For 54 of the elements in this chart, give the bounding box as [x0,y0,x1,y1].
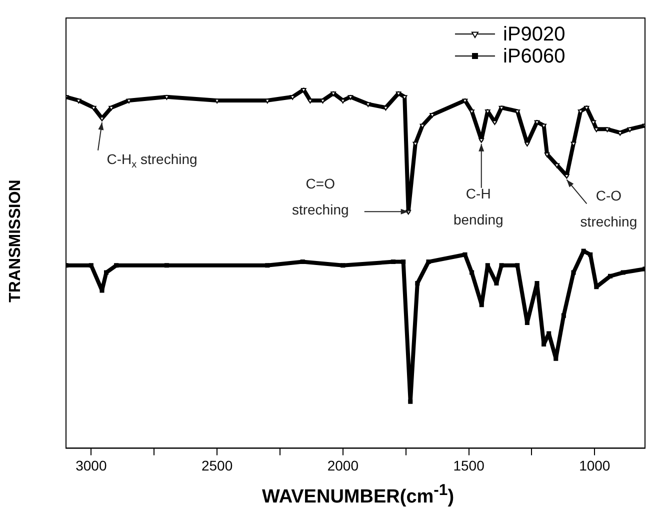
x-tick-label: 1500 [453,457,485,474]
point [330,92,336,96]
point [340,263,346,268]
x-axis-title: WAVENUMBER(cm$^{-1}$) [260,482,456,508]
x-tick-label: 1000 [579,457,610,474]
point [164,263,169,268]
annotation: C-O streching [580,188,638,230]
point [100,288,104,293]
point [499,263,504,268]
point [408,399,413,404]
point [88,263,94,268]
x-tick-label: 2000 [327,457,359,474]
point [114,263,119,268]
point [348,95,354,100]
point [265,263,270,268]
point [401,260,406,264]
point [608,274,613,278]
annotation: C-H bending [453,186,504,228]
annotation: C=O streching [292,175,349,218]
point [544,152,550,158]
point [620,270,626,275]
point [604,127,610,132]
point [561,313,566,318]
legend-label: iP6060 [503,46,566,68]
point [515,263,520,268]
point [594,127,600,132]
point [104,270,109,275]
point [554,356,558,361]
point [542,342,546,347]
point [396,92,402,96]
point [571,270,576,275]
x-tick-label: 2500 [201,457,233,474]
point [470,270,474,275]
legend-label: iP9020 [503,24,566,46]
point [494,281,499,286]
point [534,281,540,286]
point [164,95,170,100]
point [492,120,498,125]
point [462,98,468,104]
point [524,142,530,146]
point [300,88,306,93]
point [594,284,599,290]
point [415,281,420,286]
point [524,320,530,325]
point [300,260,305,264]
x-tick-label: 3000 [76,457,107,474]
point [390,260,396,264]
y-axis-title: TRANSMISSION [7,178,25,304]
point [478,138,484,143]
point [588,252,593,257]
point [479,302,484,308]
point [485,263,490,268]
point [426,260,431,264]
point [546,331,552,336]
